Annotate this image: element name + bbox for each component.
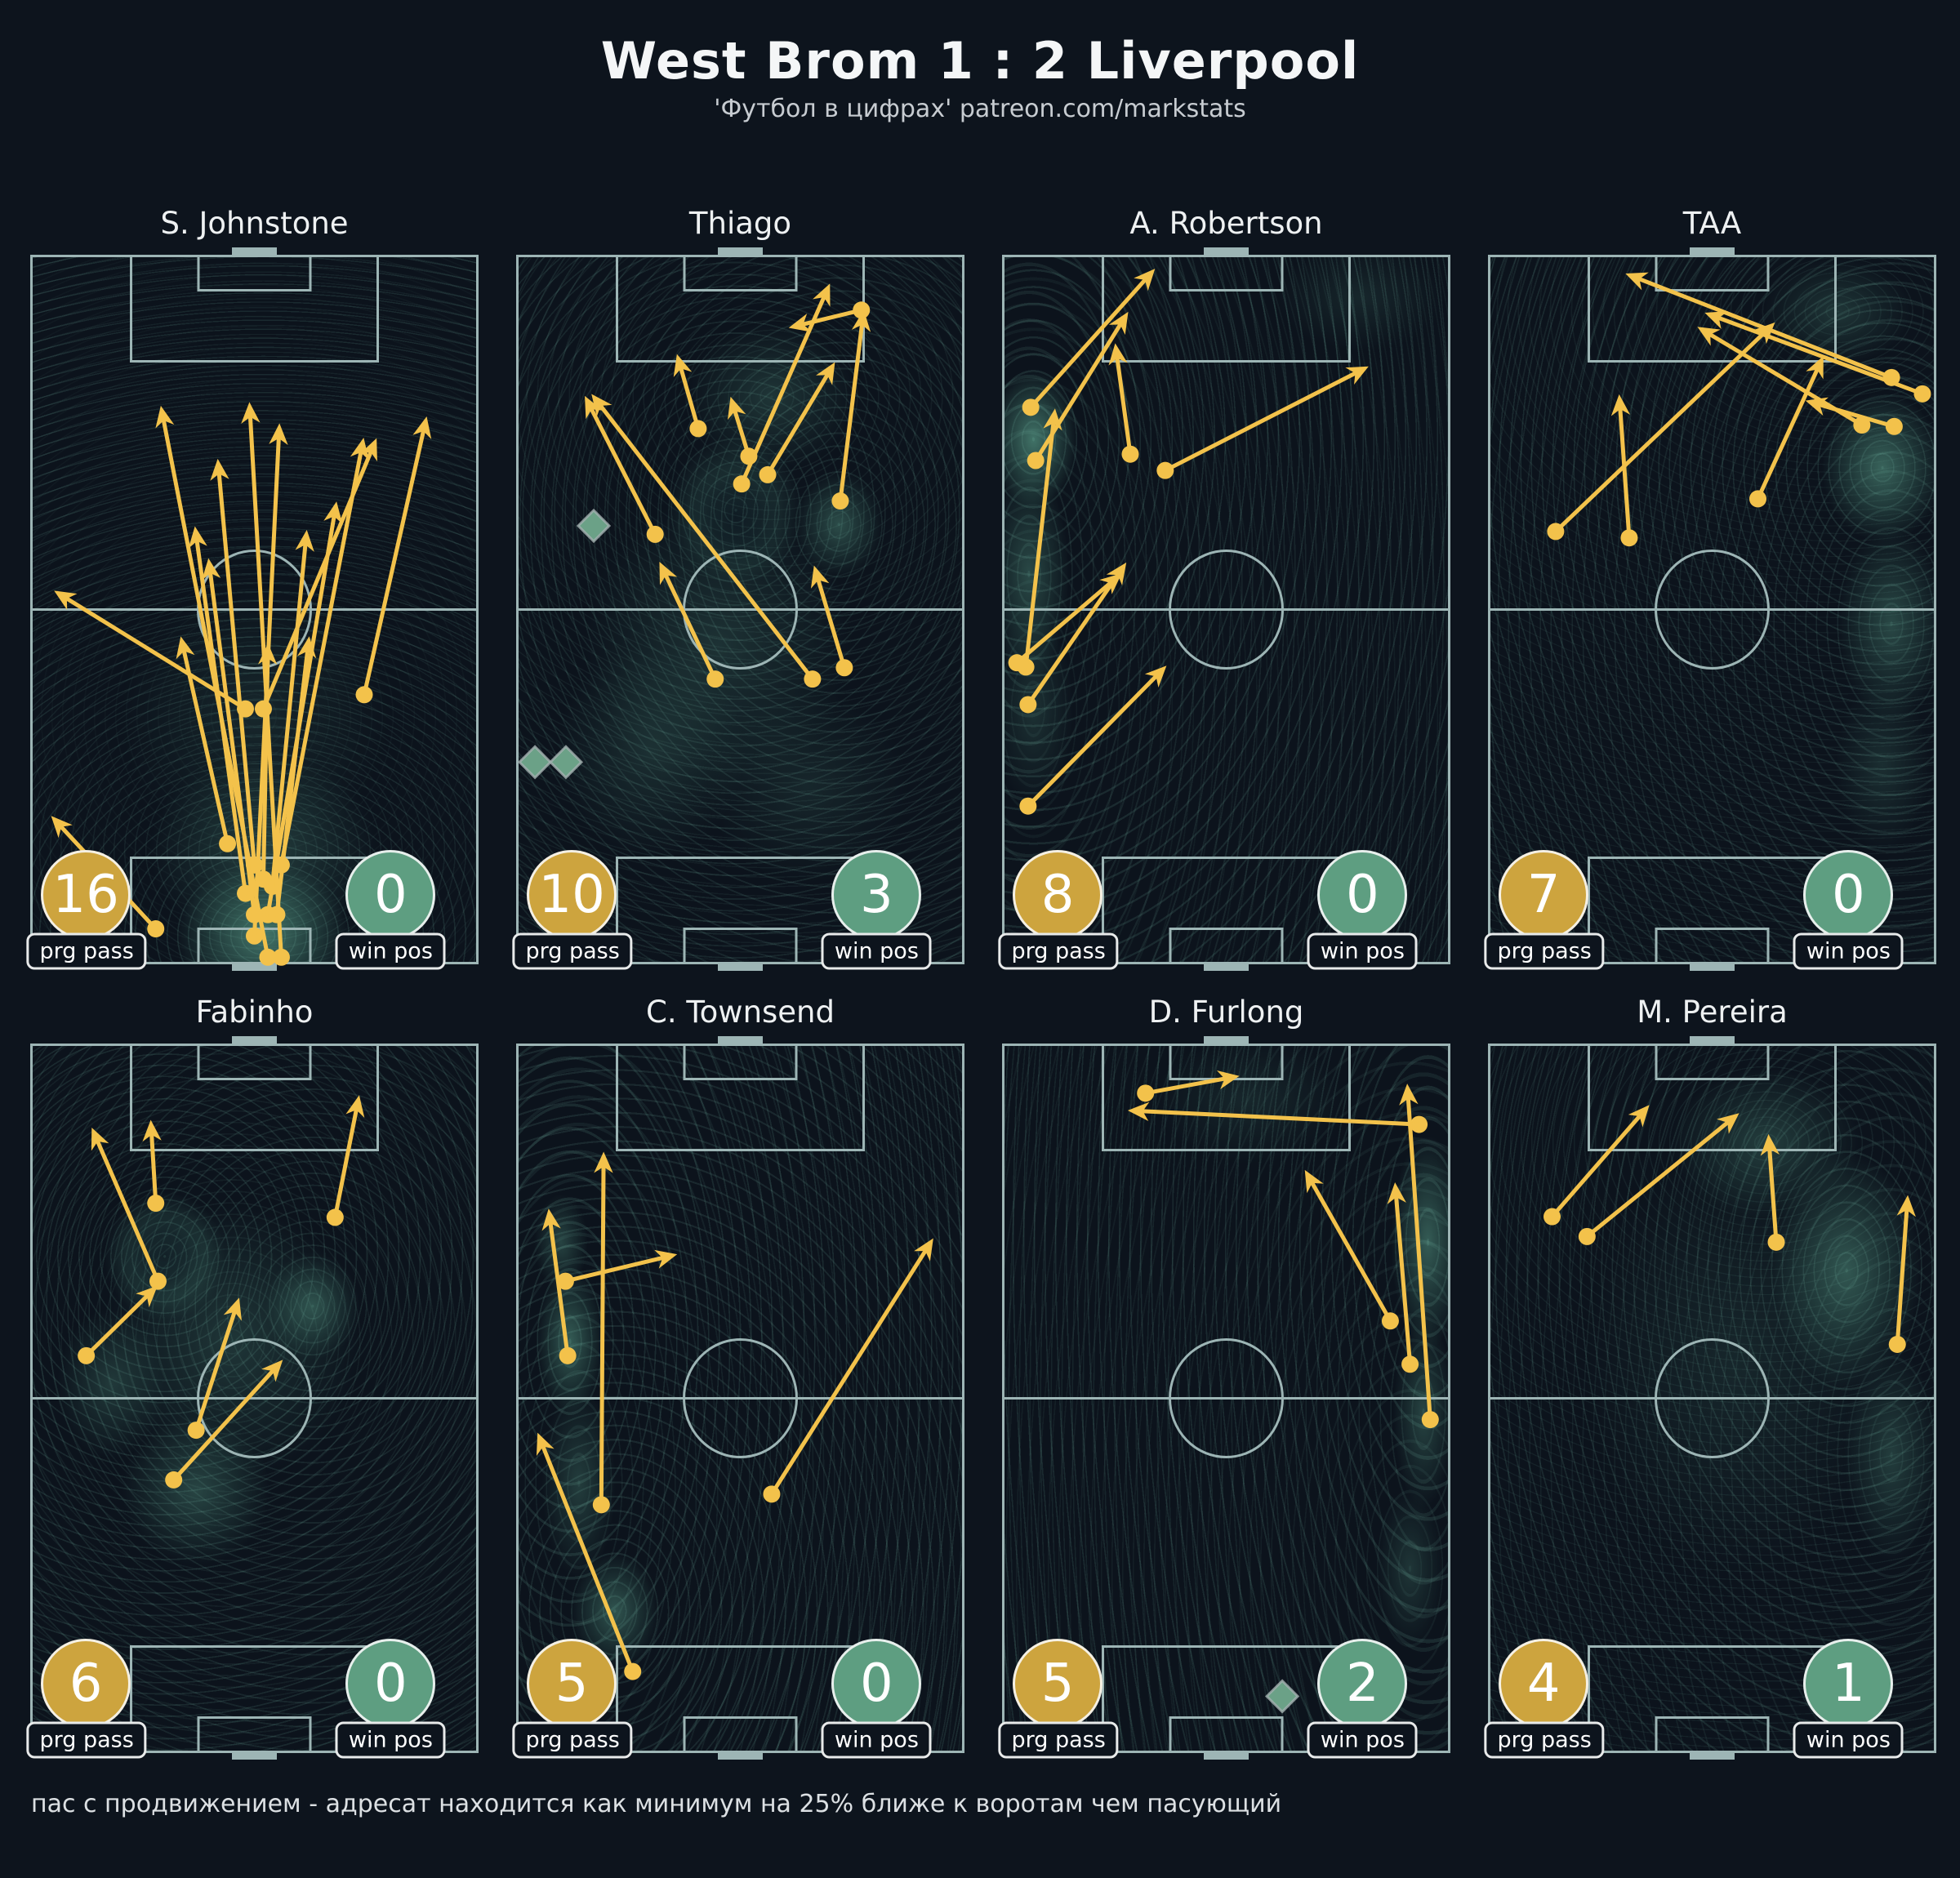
pitch-heatmap: 4 prg pass 1 win pos	[1484, 1036, 1936, 1760]
pass-map	[1002, 247, 1450, 971]
pass-map	[30, 247, 479, 971]
player-name: M. Pereira	[1637, 995, 1788, 1030]
win-pos-badge: 1	[1803, 1638, 1894, 1729]
prg-pass-badge: 16	[41, 849, 131, 940]
win-pos-badge: 2	[1317, 1638, 1408, 1729]
win-pos-count: 0	[374, 1653, 408, 1714]
player-name: Thiago	[688, 206, 792, 241]
win-pos-badge: 0	[1803, 849, 1894, 940]
pass-map	[1488, 247, 1936, 971]
prg-pass-badge: 8	[1013, 849, 1103, 940]
prg-pass-count: 5	[555, 1653, 589, 1714]
pitch-heatmap: 8 prg pass 0 win pos	[998, 247, 1450, 971]
win-pos-label: win pos	[1307, 1721, 1418, 1759]
prg-pass-label: prg pass	[998, 932, 1119, 970]
pitch-heatmap: 10 prg pass 3 win pos	[512, 247, 964, 971]
prg-pass-count: 5	[1040, 1653, 1075, 1714]
prg-pass-count: 6	[69, 1653, 103, 1714]
pass-map	[516, 1036, 964, 1760]
win-pos-label: win pos	[335, 932, 446, 970]
win-pos-count: 0	[1346, 864, 1379, 925]
win-pos-label: win pos	[1793, 932, 1904, 970]
win-pos-badge: 0	[1317, 849, 1408, 940]
win-pos-count: 0	[860, 1653, 893, 1714]
pass-map	[30, 1036, 479, 1760]
win-pos-count: 0	[374, 864, 408, 925]
win-pos-label: win pos	[821, 932, 932, 970]
win-pos-badge: 0	[345, 1638, 436, 1729]
pass-map	[516, 247, 964, 971]
prg-pass-badge: 10	[527, 849, 617, 940]
pitch-heatmap: 16 prg pass 0 win pos	[26, 247, 479, 971]
prg-pass-badge: 7	[1499, 849, 1589, 940]
win-pos-count: 1	[1832, 1653, 1865, 1714]
pitch-heatmap: 5 prg pass 2 win pos	[998, 1036, 1450, 1760]
win-pos-label: win pos	[335, 1721, 446, 1759]
prg-pass-count: 7	[1526, 864, 1561, 925]
prg-pass-label: prg pass	[1484, 1721, 1605, 1759]
win-pos-label: win pos	[1793, 1721, 1904, 1759]
prg-pass-count: 8	[1040, 864, 1075, 925]
page-title: West Brom 1 : 2 Liverpool	[600, 31, 1360, 91]
page-subtitle: 'Футбол в цифрах' patreon.com/markstats	[714, 95, 1246, 123]
prg-pass-label: prg pass	[998, 1721, 1119, 1759]
player-name: S. Johnstone	[160, 206, 349, 241]
prg-pass-count: 16	[52, 864, 119, 925]
prg-pass-badge: 5	[527, 1638, 617, 1729]
win-pos-badge: 0	[345, 849, 436, 940]
player-name: D. Furlong	[1148, 995, 1304, 1030]
pitch-heatmap: 5 prg pass 0 win pos	[512, 1036, 964, 1760]
prg-pass-label: prg pass	[26, 1721, 147, 1759]
player-name: A. Robertson	[1129, 206, 1323, 241]
player-name: C. Townsend	[646, 995, 835, 1030]
win-pos-badge: 0	[831, 1638, 922, 1729]
footnote: пас с продвижением - адресат находится к…	[31, 1790, 1282, 1818]
player-name: TAA	[1682, 206, 1742, 241]
win-pos-label: win pos	[1307, 932, 1418, 970]
pitch-heatmap: 7 prg pass 0 win pos	[1484, 247, 1936, 971]
prg-pass-badge: 4	[1499, 1638, 1589, 1729]
win-pos-label: win pos	[821, 1721, 932, 1759]
win-pos-count: 0	[1832, 864, 1865, 925]
win-pos-count: 2	[1346, 1653, 1379, 1714]
prg-pass-badge: 5	[1013, 1638, 1103, 1729]
pitch-heatmap: 6 prg pass 0 win pos	[26, 1036, 479, 1760]
win-pos-badge: 3	[831, 849, 922, 940]
prg-pass-label: prg pass	[512, 932, 633, 970]
prg-pass-label: prg pass	[512, 1721, 633, 1759]
prg-pass-label: prg pass	[26, 932, 147, 970]
prg-pass-count: 4	[1526, 1653, 1561, 1714]
prg-pass-label: prg pass	[1484, 932, 1605, 970]
prg-pass-count: 10	[538, 864, 605, 925]
win-pos-count: 3	[860, 864, 893, 925]
prg-pass-badge: 6	[41, 1638, 131, 1729]
player-name: Fabinho	[195, 995, 314, 1030]
